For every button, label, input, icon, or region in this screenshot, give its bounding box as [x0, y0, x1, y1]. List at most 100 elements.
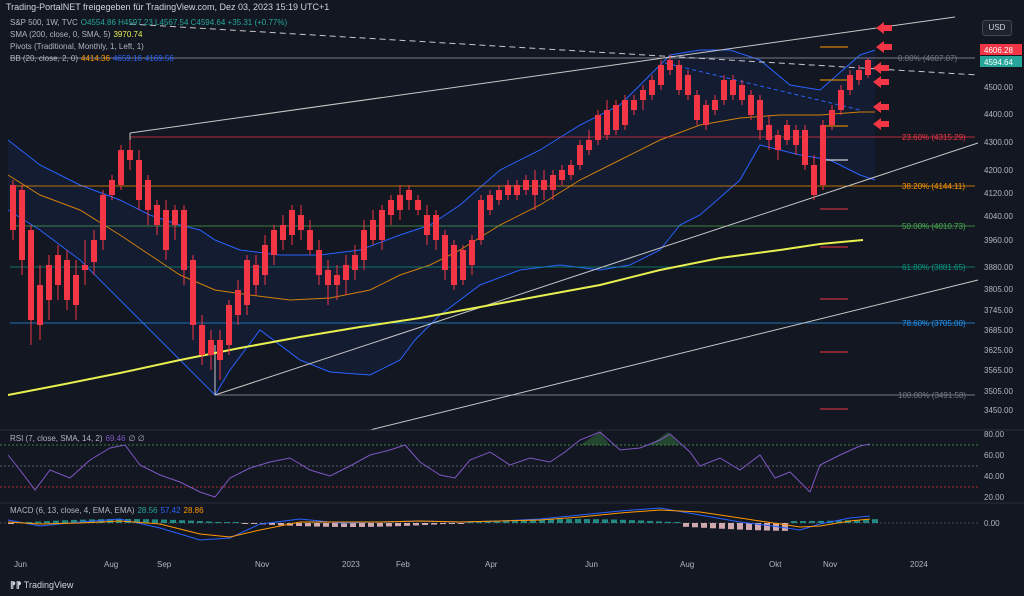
candle-body	[46, 265, 52, 300]
macd-hist-bar	[188, 520, 194, 523]
macd-hist-bar	[8, 523, 14, 524]
bb-label: BB (20, close, 2, 0)	[10, 54, 79, 63]
candle-body	[640, 90, 646, 100]
candle-body	[460, 250, 466, 280]
candle-body	[289, 210, 295, 235]
macd-hist-bar	[395, 523, 401, 527]
candle-body	[10, 185, 16, 230]
macd-hist-bar	[539, 519, 545, 523]
candle-body	[343, 265, 349, 280]
macd-hist-bar	[386, 523, 392, 527]
candle-body	[658, 65, 664, 85]
macd-hist-bar	[332, 523, 338, 527]
macd-hist-bar	[53, 520, 59, 523]
legend-bb[interactable]: BB (20, close, 2, 0) 4414.36 4659.16 4169.5…	[10, 54, 174, 63]
time-label: Nov	[255, 560, 269, 569]
macd-hist-value: 28.56	[137, 506, 158, 515]
fib-label-618: 61.80% (3881.65)	[902, 263, 966, 272]
candle-body	[586, 140, 592, 150]
candle-body	[118, 150, 124, 185]
rsi-tick: 80.00	[984, 430, 1005, 439]
legend-symbol[interactable]: S&P 500, 1W, TVC O4554.86 H4597.23 L4567.…	[10, 18, 287, 27]
price-tick: 4500.00	[984, 83, 1013, 92]
candle-body	[757, 100, 763, 130]
currency-button[interactable]: USD	[982, 20, 1012, 36]
candle-body	[505, 185, 511, 195]
candle-body	[28, 230, 34, 320]
bb-lower-value: 4169.56	[144, 54, 174, 63]
price-tick: 4200.00	[984, 166, 1013, 175]
tradingview-logo[interactable]: ⁋⁋ TradingView	[10, 580, 73, 591]
price-axis-ticks: 4500.00 4400.00 4300.00 4200.00 4120.00 …	[984, 83, 1013, 415]
trendline-upper-channel[interactable]	[129, 16, 956, 134]
price-tick: 3505.00	[984, 387, 1013, 396]
macd-hist-bar	[359, 523, 365, 527]
rsi-value: 69.46	[105, 434, 126, 443]
macd-hist-bar	[350, 523, 356, 527]
macd-hist-bar	[647, 520, 653, 523]
macd-hist-bar	[818, 520, 824, 523]
candle-body	[721, 80, 727, 100]
rsi-tick: 20.00	[984, 493, 1005, 502]
time-axis-panel[interactable]	[0, 557, 978, 571]
macd-hist-bar	[458, 523, 464, 524]
macd-hist-bar	[485, 521, 491, 523]
candle-body	[577, 145, 583, 165]
macd-hist-bar	[737, 523, 743, 530]
macd-hist-bar	[215, 521, 221, 523]
candle-body	[19, 190, 25, 260]
candle-body	[712, 100, 718, 110]
trendline-middle-channel[interactable]	[214, 142, 979, 396]
time-label: Aug	[680, 560, 694, 569]
candle-body	[226, 305, 232, 345]
candle-body	[352, 255, 358, 270]
candle-body	[100, 195, 106, 240]
candle-body	[802, 130, 808, 165]
candle-body	[433, 215, 439, 240]
macd-hist-bar	[728, 523, 734, 530]
trendline-lower-channel[interactable]	[369, 279, 979, 431]
candle-body	[109, 180, 115, 195]
candle-body	[820, 125, 826, 185]
legend-macd[interactable]: MACD (6, 13, close, 4, EMA, EMA) 28.56 57.…	[10, 506, 204, 515]
macd-signal-value: 28.86	[183, 506, 204, 515]
macd-hist-bar	[656, 521, 662, 523]
price-axis-panel[interactable]	[978, 14, 1024, 570]
macd-hist-bar	[665, 521, 671, 523]
macd-hist-bar	[566, 519, 572, 523]
candle-body	[532, 180, 538, 195]
candle-body	[478, 200, 484, 240]
macd-hist-bar	[269, 523, 275, 525]
macd-tick: 0.00	[984, 519, 1000, 528]
macd-hist-bar	[692, 523, 698, 528]
price-tick: 4120.00	[984, 189, 1013, 198]
rsi-extra: ∅ ∅	[128, 434, 145, 443]
trendline-dashed-resistance[interactable]	[129, 23, 979, 76]
arrow-left-icon	[873, 76, 889, 88]
macd-hist-bar	[98, 519, 104, 523]
candle-body	[154, 205, 160, 225]
rsi-label: RSI (7, close, SMA, 14, 2)	[10, 434, 103, 443]
candle-body	[784, 125, 790, 140]
candle-body	[487, 195, 493, 210]
macd-hist-bar	[197, 521, 203, 523]
macd-hist-bar	[800, 520, 806, 523]
arrow-left-icon	[873, 101, 889, 113]
legend-sma[interactable]: SMA (200, close, 0, SMA, 5) 3970.74	[10, 30, 142, 39]
candle-body	[793, 130, 799, 145]
fib-label-50: 50.00% (4010.73)	[902, 222, 966, 231]
legend-rsi[interactable]: RSI (7, close, SMA, 14, 2) 69.46 ∅ ∅	[10, 434, 145, 443]
candle-body	[181, 210, 187, 270]
candle-body	[865, 60, 871, 75]
sma-label: SMA (200, close, 0, SMA, 5)	[10, 30, 111, 39]
candle-body	[406, 190, 412, 200]
price-tick: 3625.00	[984, 346, 1013, 355]
bb-upper-value: 4659.16	[112, 54, 142, 63]
macd-hist-bar	[530, 519, 536, 523]
price-badge-last-bg	[980, 56, 1022, 67]
candle-body	[685, 75, 691, 95]
tradingview-logo-icon: ⁋⁋	[10, 580, 22, 590]
legend-pivots[interactable]: Pivots (Traditional, Monthly, 1, Left, 1…	[10, 42, 144, 51]
macd-hist-bar	[179, 520, 185, 523]
